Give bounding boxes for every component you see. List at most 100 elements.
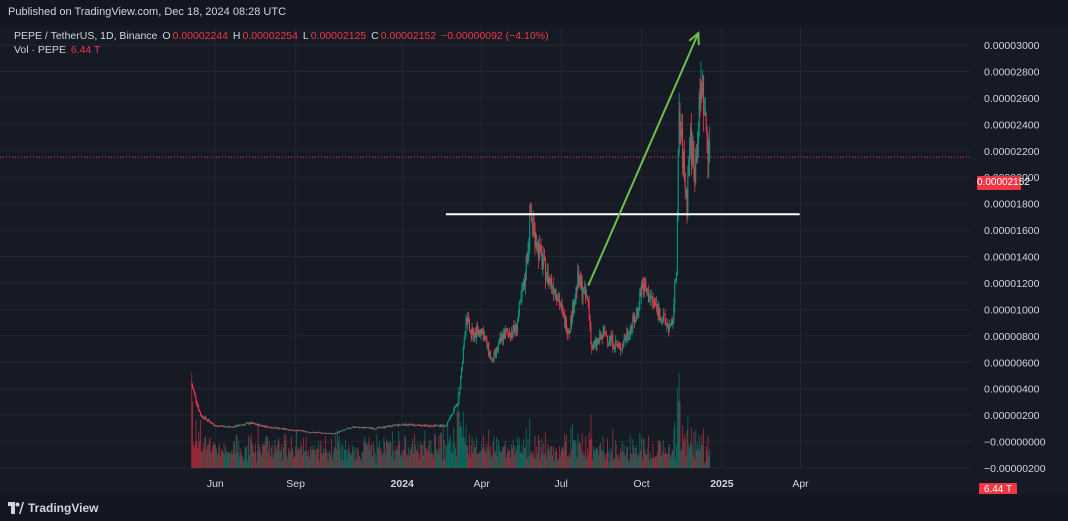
candle-body	[229, 426, 231, 428]
tradingview-logo[interactable]: TradingView	[8, 501, 98, 515]
candle-body	[397, 424, 399, 426]
volume-bar	[282, 459, 284, 468]
volume-bar	[428, 440, 430, 468]
candle-body	[449, 416, 451, 419]
volume-bar	[416, 450, 418, 468]
volume-bar	[262, 444, 264, 468]
volume-bar	[243, 457, 245, 468]
candle-body	[482, 330, 484, 341]
candle-body	[662, 320, 664, 321]
volume-bar	[439, 448, 441, 468]
candle-body	[411, 424, 413, 426]
volume-bars	[191, 373, 711, 468]
volume-bar	[662, 451, 664, 468]
candle-body	[554, 289, 556, 292]
volume-bar	[510, 457, 512, 468]
candle-body	[295, 430, 297, 432]
volume-bar	[503, 446, 505, 468]
candle-body	[634, 320, 636, 323]
volume-bar	[330, 455, 332, 468]
volume-bar	[682, 442, 684, 468]
candle-body	[683, 151, 685, 174]
candle-body	[268, 426, 270, 428]
y-tick-label: 0.00001600	[984, 225, 1040, 237]
legend-change: −0.00000092 (−4.10%)	[441, 30, 549, 42]
candle-body	[413, 424, 415, 426]
candle-body	[435, 425, 437, 427]
candle-body	[307, 431, 309, 433]
volume-bar	[495, 450, 497, 468]
volume-bar	[496, 436, 498, 468]
volume-bar	[578, 443, 580, 468]
volume-bar	[398, 430, 400, 468]
candle-body	[470, 331, 472, 338]
volume-bar	[257, 425, 259, 468]
candle-body	[648, 289, 650, 302]
volume-bar	[284, 440, 286, 468]
candle-body	[668, 325, 670, 331]
legend-low-label: L	[302, 30, 309, 42]
price-chart[interactable]: Jun Sep 2024 Apr Jul Oct 2025 Apr 0.00003000 0.00…	[0, 26, 1068, 494]
volume-bar	[455, 455, 457, 468]
volume-bar	[575, 442, 577, 468]
chart-area[interactable]: Jun Sep 2024 Apr Jul Oct 2025 Apr 0.00003000 0.00…	[0, 26, 1068, 496]
candle-body	[557, 300, 559, 302]
volume-bar	[375, 462, 377, 468]
candle-body	[409, 423, 411, 425]
volume-bar	[351, 455, 353, 468]
candle-body	[570, 315, 572, 331]
candle-body	[437, 424, 439, 426]
candle-body	[333, 433, 335, 435]
candle-body	[410, 423, 412, 425]
candle-body	[498, 340, 500, 345]
volume-bar	[393, 460, 395, 468]
candle-body	[245, 423, 247, 425]
candle-body	[505, 330, 507, 332]
volume-bar	[648, 435, 650, 468]
volume-bar	[588, 432, 590, 468]
volume-bar	[267, 437, 269, 468]
volume-bar	[525, 428, 527, 468]
candle-body	[468, 316, 470, 320]
volume-bar	[218, 446, 220, 468]
candle-body	[221, 426, 223, 428]
volume-bar	[656, 452, 658, 468]
candle-body	[616, 344, 618, 347]
volume-bar	[244, 446, 246, 468]
volume-bar	[695, 430, 697, 468]
candle-body	[566, 332, 568, 334]
volume-bar	[489, 446, 491, 468]
y-tick-label: 0.00003000	[984, 40, 1040, 52]
candle-body	[650, 297, 652, 299]
volume-bar	[609, 447, 611, 468]
volume-bar	[524, 446, 526, 468]
candle-body	[192, 388, 194, 391]
volume-bar	[263, 445, 265, 468]
volume-bar	[569, 456, 571, 468]
candle-body	[630, 328, 632, 329]
candle-body	[613, 347, 615, 349]
volume-bar	[390, 442, 392, 468]
tradingview-brand: TradingView	[28, 501, 99, 515]
volume-bar	[204, 437, 206, 468]
volume-bar	[289, 450, 291, 468]
volume-bar	[684, 439, 686, 468]
volume-bar	[628, 461, 630, 468]
volume-bar	[426, 449, 428, 468]
y-tick-label: 0.00001800	[984, 199, 1040, 211]
candle-body	[670, 322, 672, 324]
volume-bar	[661, 456, 663, 468]
candle-body	[707, 137, 709, 162]
volume-bar	[521, 444, 523, 468]
y-tick-label: 0.00002600	[984, 93, 1040, 105]
volume-bar	[553, 460, 555, 468]
candle-body	[703, 114, 705, 116]
volume-bar	[675, 444, 677, 468]
volume-bar	[546, 450, 548, 468]
volume-bar	[310, 451, 312, 468]
candle-body	[510, 331, 512, 338]
candle-body	[614, 340, 616, 348]
candle-body	[708, 155, 710, 162]
candle-body	[571, 315, 573, 322]
volume-bar	[324, 435, 326, 468]
